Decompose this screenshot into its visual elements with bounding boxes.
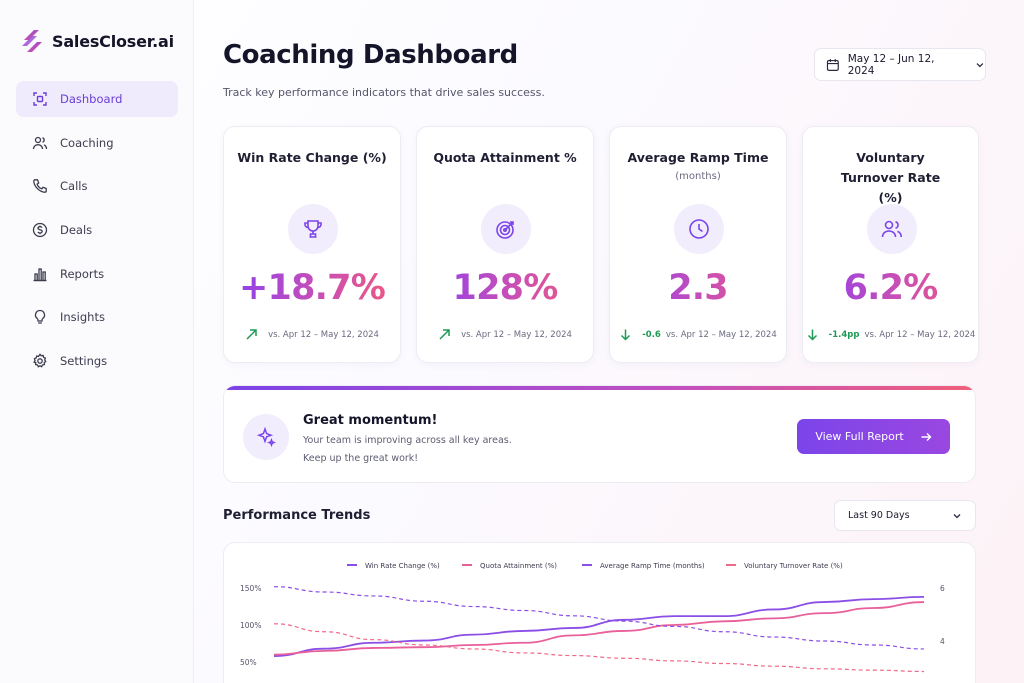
page-subtitle: Track key performance indicators that dr…: [223, 86, 545, 99]
time-range-value: Last 90 Days: [848, 510, 910, 521]
kpi-title: Average Ramp Time: [627, 150, 769, 165]
lightbulb-icon: [34, 310, 46, 325]
sidebar-item-dashboard[interactable]: Dashboard: [16, 81, 178, 117]
sidebar-item-label: Deals: [60, 223, 93, 238]
legend-label: Voluntary Turnover Rate (%): [744, 562, 843, 570]
sidebar-item-label: Insights: [60, 310, 105, 325]
clock-icon: [674, 204, 724, 254]
trend-up-icon: [439, 329, 450, 340]
kpi-value: 6.2%: [803, 268, 978, 308]
chevron-down-icon: [976, 62, 984, 67]
arrow-right-icon: [921, 432, 932, 441]
section-title: Performance Trends: [223, 508, 371, 523]
y2-axis-tick-label: 6: [940, 584, 945, 593]
banner-message-line-2: Keep up the great work!: [303, 453, 419, 464]
sidebar-item-label: Coaching: [60, 135, 114, 150]
kpi-subtitle: (months): [675, 171, 721, 182]
kpi-comparison: -1.4pp vs. Apr 12 – May 12, 2024: [803, 328, 978, 341]
gear-icon: [33, 353, 47, 368]
brand-logo[interactable]: SalesCloser.ai: [20, 28, 174, 54]
team-icon: [867, 204, 917, 254]
target-icon: [481, 204, 531, 254]
series-line: [273, 601, 925, 656]
banner-message-line-1: Your team is improving across all key ar…: [303, 435, 512, 446]
dashboard-icon: [33, 92, 47, 106]
bar-chart-icon: [33, 268, 47, 281]
sidebar: SalesCloser.ai Dashboard Coaching Calls …: [0, 0, 194, 683]
kpi-title: Quota Attainment %: [433, 150, 577, 165]
kpi-title: Voluntary Turnover Rate (%): [840, 150, 941, 205]
users-icon: [32, 136, 48, 149]
calendar-icon: [826, 58, 839, 71]
kpi-comparison: vs. Apr 12 – May 12, 2024: [224, 328, 400, 341]
sidebar-item-settings[interactable]: Settings: [16, 343, 178, 379]
kpi-card-turnover-rate[interactable]: Voluntary Turnover Rate (%) 6.2% -1.4pp …: [802, 126, 979, 363]
sidebar-item-label: Calls: [60, 179, 88, 194]
kpi-value: 128%: [417, 268, 593, 308]
trend-down-icon: [807, 329, 817, 341]
sidebar-item-calls[interactable]: Calls: [16, 168, 178, 204]
kpi-comparison-text: vs. Apr 12 – May 12, 2024: [461, 329, 572, 340]
banner-accent-bar: [224, 386, 975, 390]
sidebar-item-label: Reports: [60, 266, 105, 281]
sidebar-item-coaching[interactable]: Coaching: [16, 125, 178, 161]
date-range-picker[interactable]: May 12 – Jun 12, 2024: [814, 48, 986, 81]
trend-down-icon: [621, 329, 631, 341]
chevron-down-icon: [953, 514, 961, 519]
kpi-comparison: -0.6 vs. Apr 12 – May 12, 2024: [610, 328, 786, 341]
performance-trends-chart: Win Rate Change (%) Quota Attainment (%) A…: [223, 542, 976, 683]
sidebar-item-insights[interactable]: Insights: [16, 299, 178, 335]
legend-label: Quota Attainment (%): [480, 562, 557, 570]
sidebar-item-label: Settings: [60, 354, 108, 369]
kpi-comparison-text: vs. Apr 12 – May 12, 2024: [864, 329, 976, 340]
series-line: [273, 623, 925, 673]
sidebar-nav: Dashboard Coaching Calls Deals Reports: [16, 81, 178, 387]
logo-mark-icon: [22, 30, 42, 52]
y-axis-tick-label: 50%: [240, 658, 257, 667]
kpi-delta: -1.4pp: [828, 329, 860, 340]
kpi-card-quota-attainment[interactable]: Quota Attainment % 128% vs. Apr 12 – May…: [416, 126, 594, 363]
trophy-icon: [288, 204, 338, 254]
brand-name: SalesCloser.ai: [52, 31, 174, 51]
sidebar-item-reports[interactable]: Reports: [16, 256, 178, 292]
kpi-delta: -0.6: [642, 329, 661, 340]
date-range-value: May 12 – Jun 12, 2024: [847, 52, 935, 77]
phone-icon: [33, 179, 47, 194]
kpi-comparison-text: vs. Apr 12 – May 12, 2024: [268, 329, 379, 340]
sidebar-item-label: Dashboard: [60, 92, 123, 106]
page-title: Coaching Dashboard: [223, 40, 518, 70]
kpi-card-ramp-time[interactable]: Average Ramp Time (months) 2.3 -0.6 vs. …: [609, 126, 787, 363]
trend-chart-svg: Win Rate Change (%) Quota Attainment (%) A…: [240, 562, 945, 673]
sidebar-item-deals[interactable]: Deals: [16, 212, 178, 248]
y-axis-tick-label: 150%: [240, 584, 261, 593]
view-full-report-button[interactable]: View Full Report: [797, 419, 950, 454]
kpi-comparison: vs. Apr 12 – May 12, 2024: [417, 328, 593, 341]
momentum-banner: Great momentum! Your team is improving a…: [223, 385, 976, 483]
legend-label: Average Ramp Time (months): [600, 562, 705, 570]
kpi-card-win-rate[interactable]: Win Rate Change (%) +18.7% vs. Apr 12 – …: [223, 126, 401, 363]
sparkle-icon: [243, 414, 289, 460]
trend-up-icon: [246, 329, 257, 340]
y-axis-tick-label: 100%: [240, 621, 261, 630]
y2-axis-tick-label: 4: [940, 637, 945, 646]
button-label: View Full Report: [815, 430, 904, 443]
series-line: [273, 586, 925, 650]
time-range-select[interactable]: Last 90 Days: [834, 500, 976, 531]
dollar-icon: [32, 222, 48, 238]
kpi-value: +18.7%: [224, 268, 400, 308]
kpi-title: Win Rate Change (%): [237, 150, 387, 165]
kpi-value: 2.3: [610, 268, 786, 308]
banner-title: Great momentum!: [303, 413, 438, 428]
kpi-comparison-text: vs. Apr 12 – May 12, 2024: [665, 329, 777, 340]
series-line: [273, 595, 925, 657]
legend-label: Win Rate Change (%): [365, 562, 440, 570]
